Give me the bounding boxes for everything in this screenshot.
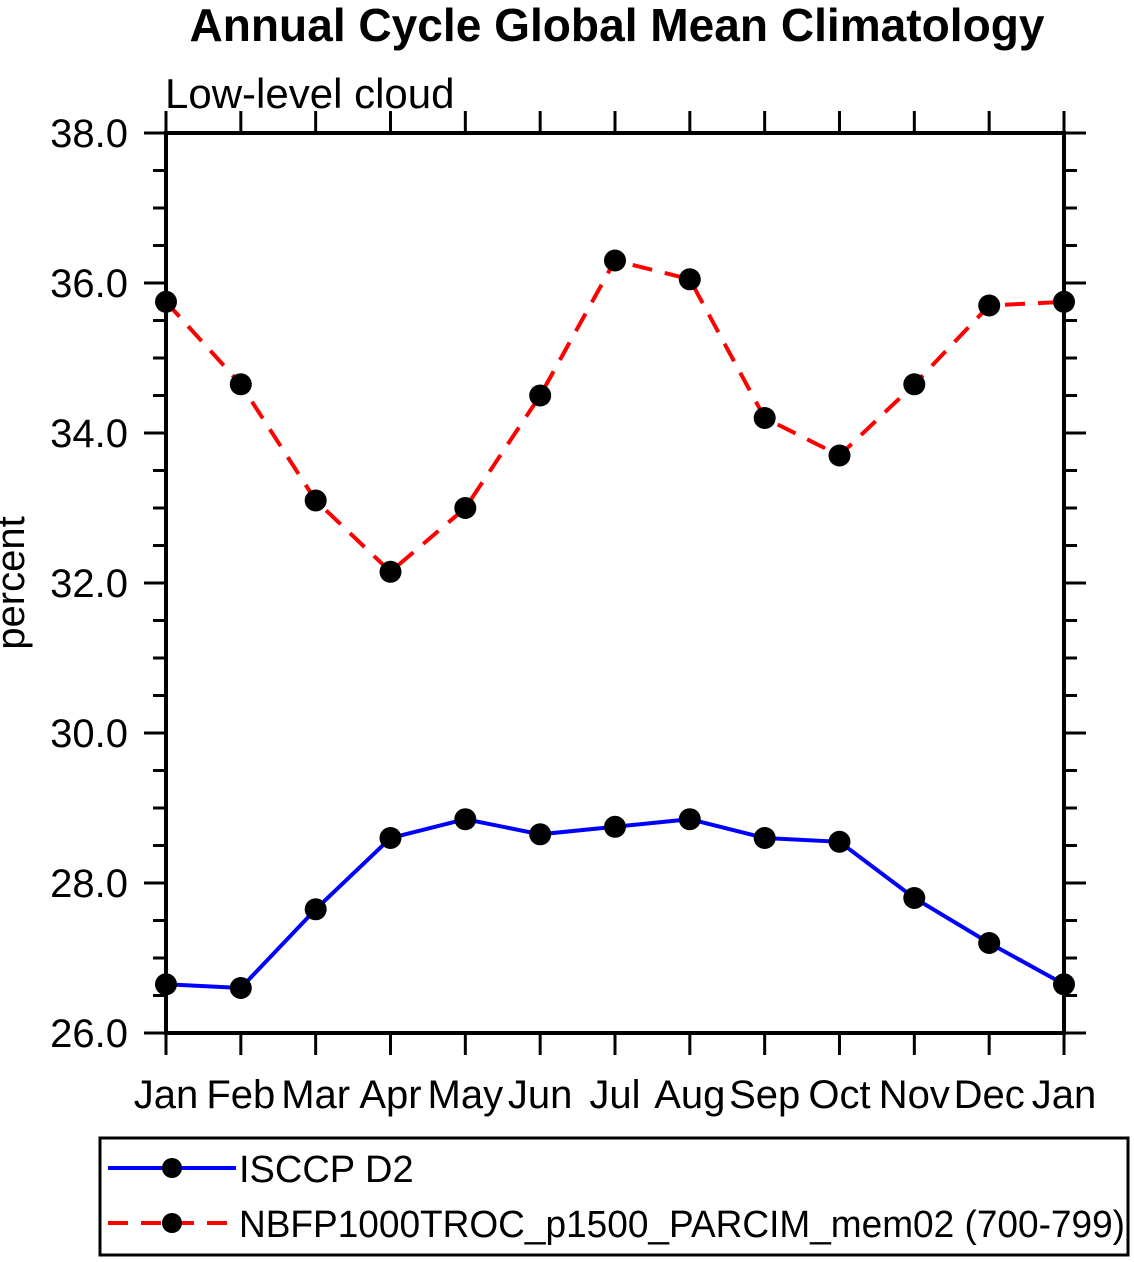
data-point [828, 444, 851, 467]
data-point [678, 268, 701, 291]
x-tick-label: May [428, 1073, 504, 1117]
x-tick-label: Apr [359, 1073, 421, 1117]
legend-marker-icon [162, 1158, 182, 1178]
legend-box [98, 1136, 1130, 1257]
x-tick-label: Jul [589, 1073, 640, 1117]
chart-subtitle: Low-level cloud [165, 70, 455, 117]
y-tick-label: 30.0 [50, 712, 128, 756]
y-tick-label: 28.0 [50, 862, 128, 906]
data-point [1053, 973, 1075, 996]
legend-entry-isccp: ISCCP D2 [108, 1149, 414, 1191]
x-tick-label: Nov [879, 1073, 950, 1117]
data-point [1053, 290, 1075, 313]
x-tick-label: Jan [134, 1073, 199, 1117]
data-point [304, 898, 327, 921]
x-tick-label: Mar [281, 1073, 350, 1117]
y-tick-label: 34.0 [50, 412, 128, 456]
data-point [529, 823, 552, 846]
legend-label: ISCCP D2 [239, 1149, 414, 1191]
plot-frame [164, 131, 1066, 1035]
y-tick-label: 38.0 [50, 112, 128, 156]
x-tick-label: Jan [1032, 1073, 1097, 1117]
data-point [604, 249, 626, 272]
y-axis-label: percent [0, 516, 33, 649]
data-point [229, 977, 252, 999]
data-point [978, 932, 1001, 954]
data-point [903, 887, 926, 909]
data-point [978, 294, 1001, 317]
data-series-layer [155, 249, 1075, 999]
x-tick-label: Aug [654, 1073, 725, 1117]
x-tick-label: Sep [729, 1073, 800, 1117]
y-tick-label: 26.0 [50, 1012, 128, 1056]
x-tick-label: Jun [508, 1073, 573, 1117]
data-point [454, 497, 477, 519]
x-tick-label: Oct [808, 1073, 870, 1117]
legend-entry-nbfp: NBFP1000TROC_p1500_PARCIM_mem02 (700-799… [108, 1204, 1125, 1246]
data-point [903, 373, 926, 396]
data-point [379, 560, 402, 583]
data-point [155, 290, 177, 313]
data-point [753, 827, 776, 849]
legend-marker-icon [162, 1213, 182, 1233]
x-tick-label: Dec [954, 1073, 1025, 1117]
data-point [828, 830, 851, 853]
data-point [229, 373, 252, 396]
x-tick-label: Feb [206, 1073, 275, 1117]
series-0-line [165, 817, 1065, 991]
data-point [529, 384, 552, 407]
data-point [454, 808, 477, 831]
data-point [753, 407, 776, 429]
series-0 [155, 808, 1075, 999]
data-point [304, 489, 327, 512]
data-point [604, 815, 626, 838]
legend-label: NBFP1000TROC_p1500_PARCIM_mem02 (700-799… [239, 1204, 1125, 1246]
legend: ISCCP D2 NBFP1000TROC_p1500_PARCIM_mem02… [98, 1136, 1130, 1257]
y-tick-label: 36.0 [50, 262, 128, 306]
data-point [678, 808, 701, 831]
data-point [155, 973, 177, 996]
chart-title: Annual Cycle Global Mean Climatology [190, 0, 1045, 51]
y-tick-label: 32.0 [50, 562, 128, 606]
data-point [379, 827, 402, 849]
series-1-line [164, 258, 1065, 575]
series-1 [155, 249, 1075, 583]
